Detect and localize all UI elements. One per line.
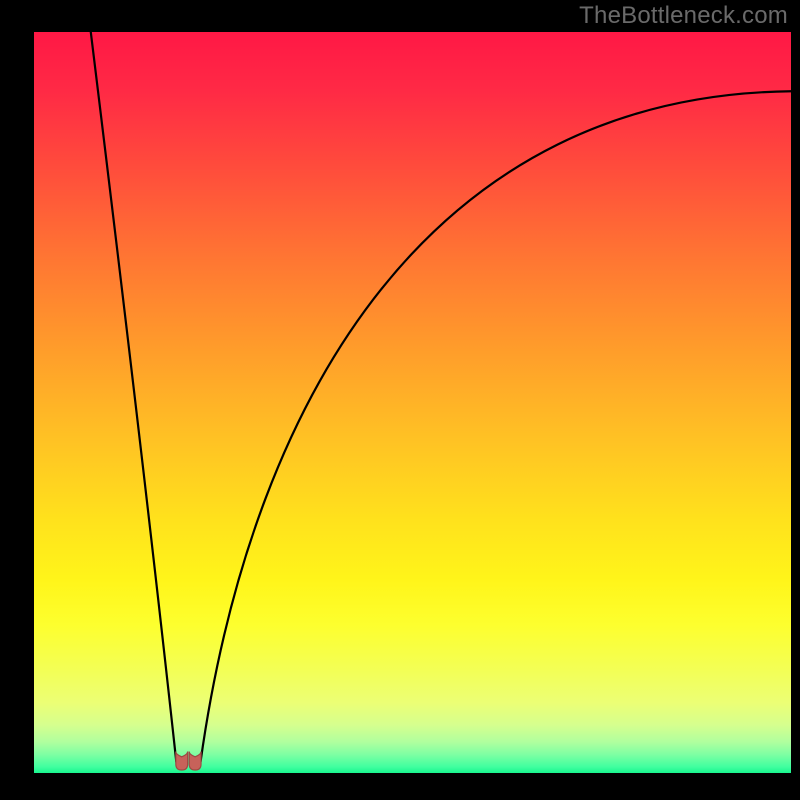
dip-marker-lobe-right (189, 752, 201, 771)
curve-right-branch (201, 91, 791, 762)
curve-layer (34, 32, 791, 773)
plot-area (34, 32, 791, 773)
dip-marker-lobe-left (176, 752, 188, 771)
curve-left-branch (91, 32, 177, 762)
chart-frame: TheBottleneck.com (0, 0, 800, 800)
watermark-text: TheBottleneck.com (579, 2, 788, 30)
